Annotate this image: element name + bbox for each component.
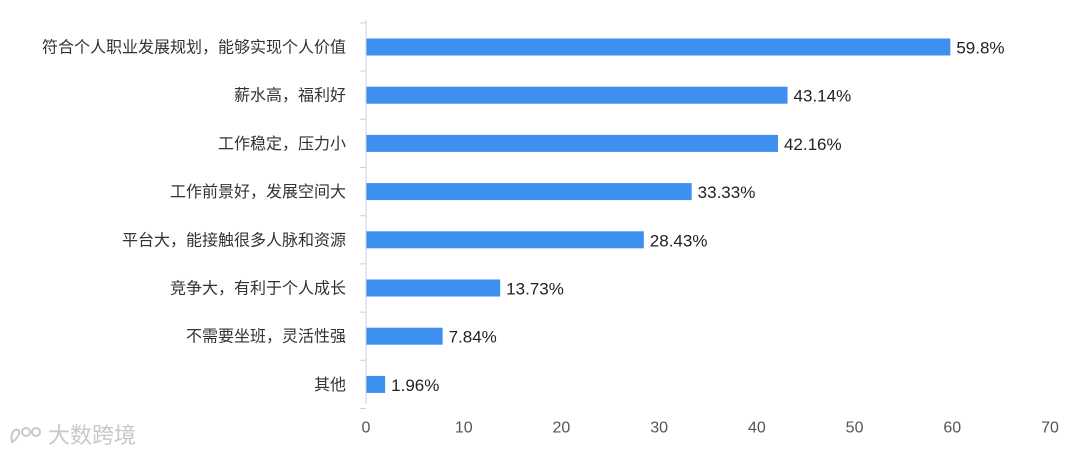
x-tick-label: 20 — [553, 420, 571, 437]
bars-group — [366, 38, 951, 393]
value-label: 13.73% — [506, 280, 564, 299]
x-tick-label: 70 — [1041, 420, 1059, 437]
watermark: 大数跨境 — [8, 418, 136, 450]
category-label: 竞争大，有利于个人成长 — [170, 279, 346, 298]
bar — [366, 375, 386, 393]
bar — [366, 86, 788, 104]
x-axis-ticks: 0 10 20 30 40 50 60 70 — [362, 420, 1059, 437]
category-label: 工作前景好，发展空间大 — [170, 182, 346, 201]
value-label: 28.43% — [650, 231, 708, 250]
value-label: 33.33% — [698, 183, 756, 202]
watermark-text: 大数跨境 — [48, 424, 137, 449]
bar — [366, 38, 951, 56]
x-tick-label: 40 — [748, 420, 766, 437]
x-tick-label: 10 — [455, 420, 473, 437]
category-label: 不需要坐班，灵活性强 — [186, 327, 346, 346]
bar — [366, 279, 501, 297]
watermark-logo-icon — [10, 427, 41, 444]
category-label: 薪水高，福利好 — [234, 86, 346, 105]
x-tick-label: 60 — [943, 420, 961, 437]
category-label: 平台大，能接触很多人脉和资源 — [122, 230, 346, 249]
value-label: 7.84% — [449, 328, 497, 347]
bar — [366, 231, 644, 249]
value-label: 59.8% — [956, 39, 1004, 58]
category-label: 工作稳定，压力小 — [218, 134, 346, 153]
x-tick-label: 50 — [846, 420, 864, 437]
category-label: 其他 — [314, 375, 346, 394]
value-label: 42.16% — [784, 135, 842, 154]
value-label: 43.14% — [794, 87, 852, 106]
bar — [366, 327, 443, 345]
x-tick-label: 0 — [362, 420, 371, 437]
value-label: 1.96% — [391, 376, 439, 395]
axes — [360, 20, 367, 409]
category-labels: 符合个人职业发展规划，能够实现个人价值薪水高，福利好工作稳定，压力小工作前景好，… — [42, 38, 346, 394]
bar — [366, 134, 778, 152]
bar — [366, 183, 692, 201]
x-tick-label: 30 — [650, 420, 668, 437]
category-label: 符合个人职业发展规划，能够实现个人价值 — [42, 38, 346, 57]
value-labels: 59.8% 43.14% 42.16% 33.33% 28.43% 13.73% 7.84%… — [391, 39, 1004, 395]
